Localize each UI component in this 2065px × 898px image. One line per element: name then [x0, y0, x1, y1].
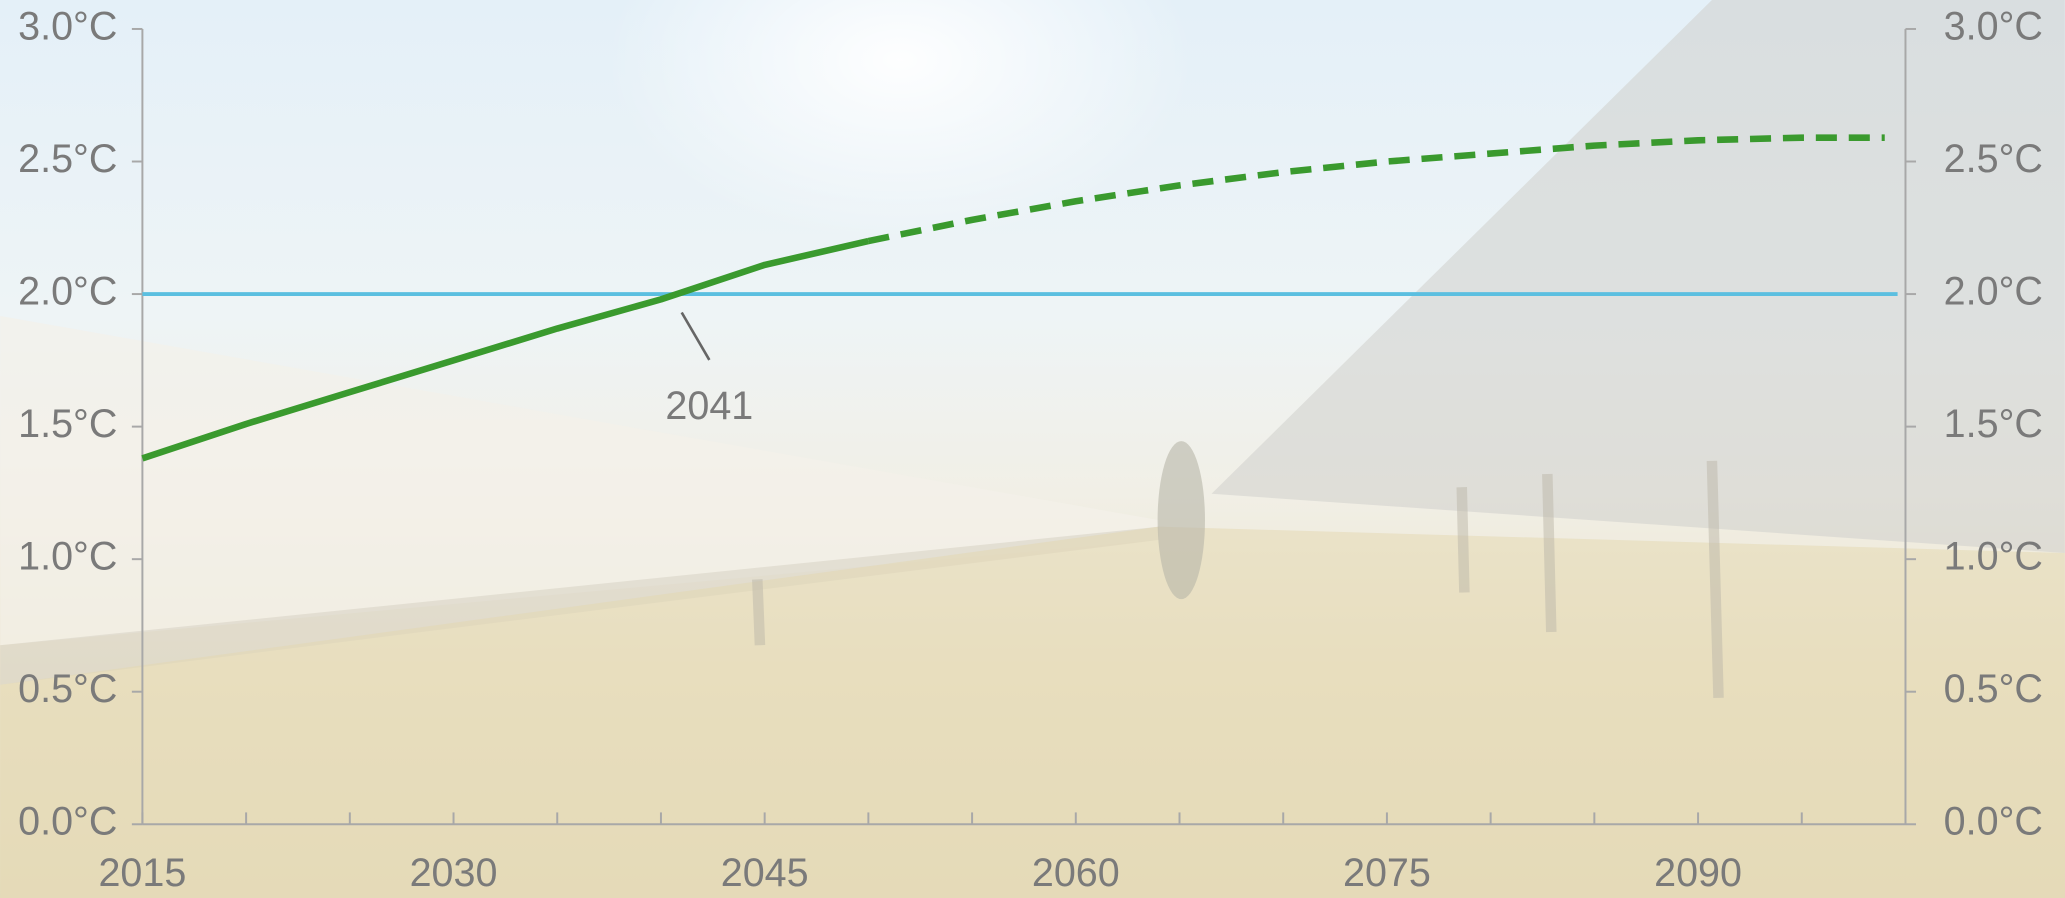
y-tick-label: 1.0°C: [18, 535, 117, 579]
y-tick-label: 0.5°C: [18, 667, 117, 711]
page: 0.0°C 0.5°C 1.0°C 1.5°C 2.0°C 2.5°C 3.0°C 0.0°C…: [0, 0, 2065, 898]
y-tick-label: 2.0°C: [18, 270, 117, 314]
x-tick-label: 2090: [1654, 851, 1742, 895]
x-tick-label: 2060: [1032, 851, 1120, 895]
y-tick-label: 2.5°C: [18, 137, 117, 181]
annotation-leader: [682, 313, 710, 360]
y-tick-label: 0.0°C: [18, 800, 117, 844]
y2-tick-label: 0.0°C: [1944, 800, 2043, 844]
y-tick-label: 1.5°C: [18, 402, 117, 446]
y2-tick-label: 3.0°C: [1944, 4, 2043, 48]
y2-tick-label: 1.5°C: [1944, 402, 2043, 446]
y2-tick-label: 2.5°C: [1944, 137, 2043, 181]
x-tick-label: 2030: [410, 851, 498, 895]
x-tick-label: 2075: [1343, 851, 1431, 895]
y2-tick-label: 0.5°C: [1944, 667, 2043, 711]
x-tick-label: 2015: [98, 851, 186, 895]
y2-tick-label: 1.0°C: [1944, 535, 2043, 579]
annotation-label: 2041: [665, 384, 753, 428]
y-tick-label: 3.0°C: [18, 4, 117, 48]
projection-line: [142, 241, 868, 458]
projection-line-dashed: [868, 138, 1884, 241]
y2-tick-label: 2.0°C: [1944, 270, 2043, 314]
x-tick-label: 2045: [721, 851, 809, 895]
chart: 0.0°C 0.5°C 1.0°C 1.5°C 2.0°C 2.5°C 3.0°C 0.0°C…: [0, 0, 2065, 898]
